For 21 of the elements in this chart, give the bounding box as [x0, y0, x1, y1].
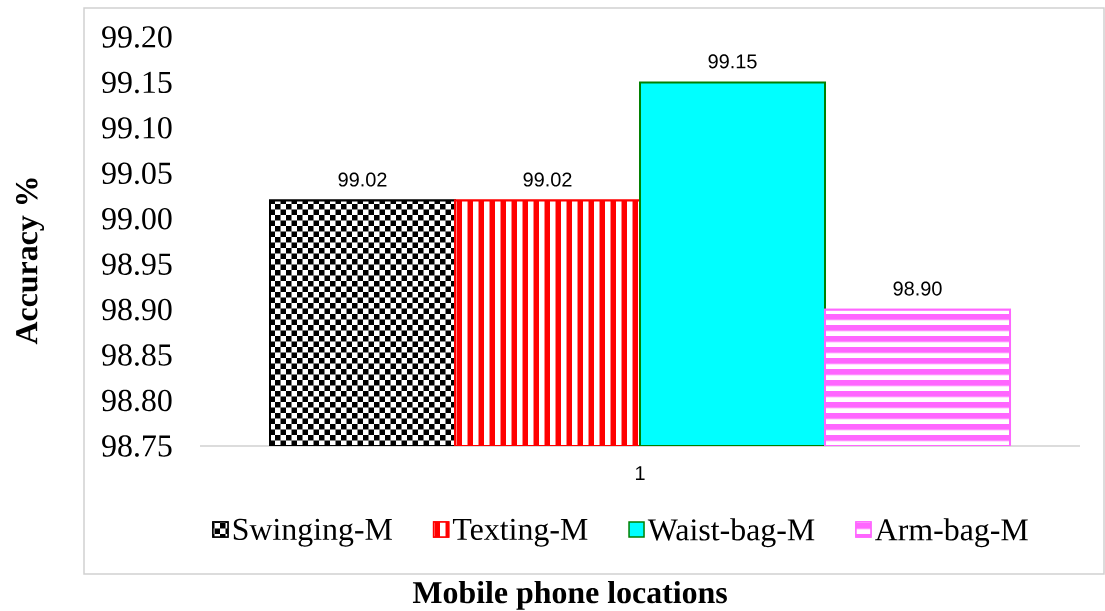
y-tick-label: 99.05: [102, 162, 172, 185]
y-tick-label: 99.20: [102, 26, 172, 48]
x-tick-label: 1: [635, 466, 645, 480]
y-tick-label: 98.95: [102, 253, 172, 276]
data-label: 99.15: [708, 54, 757, 69]
y-tick-label: 99.10: [102, 117, 172, 139]
y-tick-label: 99.15: [102, 71, 172, 94]
y-tick-label: 98.80: [102, 389, 172, 412]
y-axis-title: Accuracy %: [15, 178, 45, 345]
x-axis-title: Mobile phone locations: [412, 580, 727, 610]
legend-label: Swinging-M: [233, 518, 392, 547]
legend-label: Arm-bag-M: [875, 518, 1028, 548]
y-tick-label: 98.85: [102, 344, 172, 366]
data-label: 98.90: [893, 281, 942, 296]
data-label: 99.02: [338, 172, 387, 187]
data-label: 99.02: [523, 172, 572, 187]
legend-label: Texting-M: [452, 518, 588, 547]
y-tick-label: 98.75: [102, 435, 172, 457]
y-tick-label: 98.90: [102, 298, 172, 321]
y-tick-label: 99.00: [102, 207, 172, 230]
legend-label: Waist-bag-M: [647, 518, 815, 548]
